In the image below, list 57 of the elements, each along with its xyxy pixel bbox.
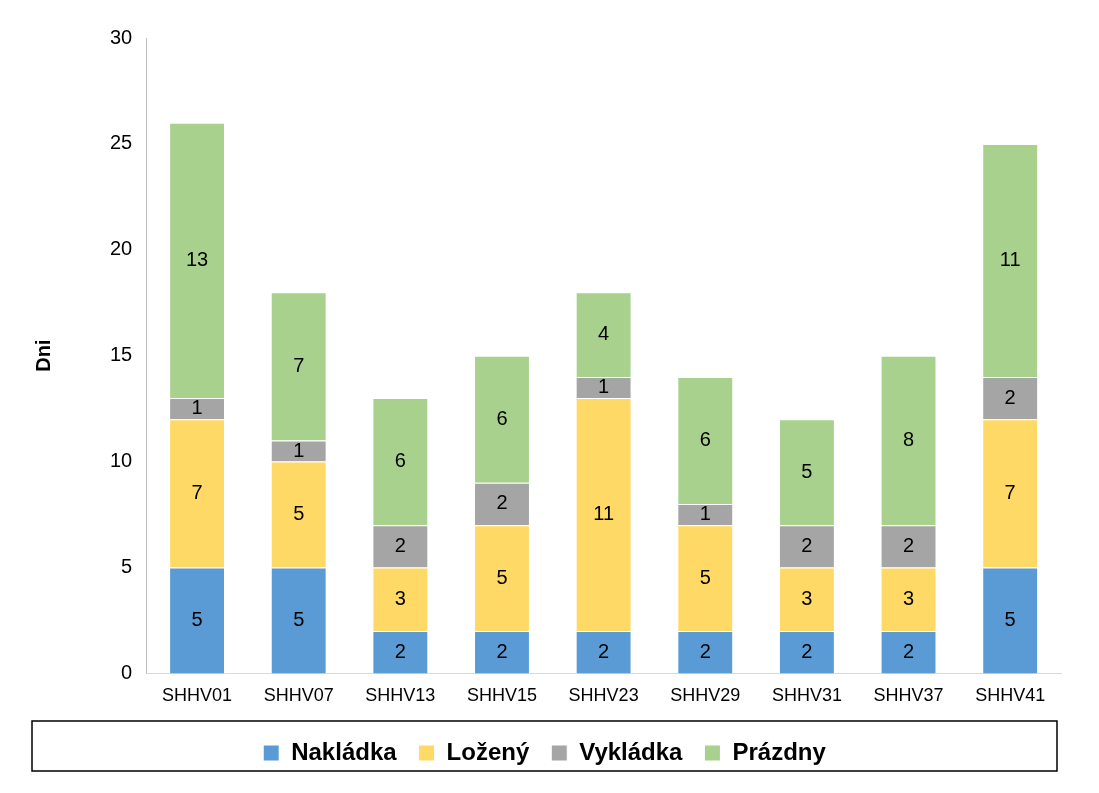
data-label: 5 [699, 565, 711, 588]
x-tick-label: SHHV37 [873, 685, 944, 706]
data-label: 2 [598, 639, 610, 662]
data-label: 2 [394, 639, 406, 662]
data-label: 2 [801, 533, 813, 556]
data-label: 2 [902, 533, 915, 556]
legend-label: Prázdny [732, 737, 827, 765]
data-label: 11 [999, 247, 1021, 270]
data-label: 11 [593, 502, 615, 525]
data-label: 5 [496, 565, 508, 588]
x-tick-label: SHHV41 [975, 685, 1046, 706]
data-label: 7 [293, 353, 305, 376]
data-label: 8 [902, 427, 915, 450]
y-tick-label: 30 [110, 25, 133, 48]
data-label: 2 [394, 533, 406, 556]
data-label: 6 [699, 427, 711, 450]
x-tick-label: SHHV01 [162, 685, 233, 706]
legend-label: Ložený [446, 737, 530, 765]
x-tick-label: SHHV07 [263, 685, 334, 706]
x-tick-label: SHHV29 [670, 685, 741, 706]
x-tick-label: SHHV23 [568, 685, 639, 706]
data-label: 1 [598, 374, 610, 397]
y-tick-label: 0 [121, 660, 133, 683]
y-tick-label: 5 [121, 555, 133, 578]
y-axis-title: Dni [31, 339, 54, 372]
data-label: 3 [801, 586, 813, 609]
data-label: 1 [699, 502, 711, 525]
data-label: 2 [496, 491, 508, 514]
data-label: 6 [496, 406, 508, 429]
data-label: 1 [191, 396, 203, 419]
data-label: 2 [902, 639, 915, 662]
y-tick-label: 10 [110, 449, 133, 472]
data-label: 4 [598, 322, 610, 345]
legend-label: Vykládka [579, 737, 684, 765]
y-tick-label: 25 [110, 131, 133, 154]
data-label: 2 [699, 639, 711, 662]
data-label: 5 [293, 607, 305, 630]
data-label: 13 [185, 247, 209, 270]
data-label: 7 [191, 480, 203, 503]
data-label: 5 [293, 502, 305, 525]
data-label: 3 [902, 586, 915, 609]
data-label: 2 [496, 639, 508, 662]
data-label: 2 [1004, 385, 1016, 408]
data-label: 5 [1004, 607, 1016, 630]
data-label: 2 [801, 639, 813, 662]
y-tick-label: 15 [110, 343, 133, 366]
y-tick-label: 20 [110, 237, 133, 260]
x-tick-label: SHHV31 [771, 685, 842, 706]
data-label: 5 [801, 459, 813, 482]
legend-label: Nakládka [291, 737, 398, 765]
x-tick-label: SHHV13 [365, 685, 436, 706]
data-label: 1 [293, 438, 305, 461]
data-label: 3 [394, 586, 406, 609]
data-label: 6 [394, 449, 406, 472]
data-label: 5 [191, 607, 203, 630]
data-label: 7 [1004, 480, 1016, 503]
x-tick-label: SHHV15 [466, 685, 537, 706]
